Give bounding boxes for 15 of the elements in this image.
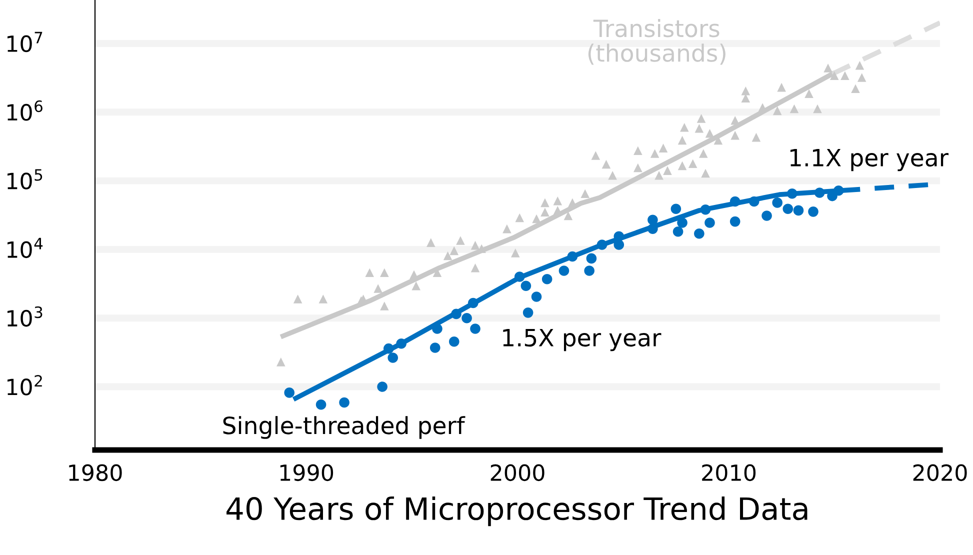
x-tick-label: 1990 bbox=[280, 464, 334, 482]
y-tick-label: 10$^{6}$ bbox=[8, 100, 42, 121]
y-tick-label: 10$^{5}$ bbox=[8, 169, 42, 190]
x-tick-label: 2020 bbox=[913, 464, 967, 482]
annotation: 1.1X per year bbox=[790, 149, 949, 172]
y-tick-label: 10$^{3}$ bbox=[8, 306, 42, 327]
y-tick-label: 10$^{4}$ bbox=[8, 238, 43, 258]
x-tick-label: 2000 bbox=[490, 464, 544, 482]
x-axis-title: 40 Years of Microprocessor Trend Data bbox=[226, 496, 808, 526]
x-tick-label: 2010 bbox=[702, 464, 756, 482]
y-tick-label: 10$^{2}$ bbox=[8, 375, 42, 396]
series-label: Single-threaded perf bbox=[223, 416, 466, 439]
x-tick-label: 1980 bbox=[69, 464, 122, 482]
y-tick-label: 10$^{7}$ bbox=[8, 32, 42, 52]
annotation: 1.5X per year bbox=[503, 329, 662, 352]
